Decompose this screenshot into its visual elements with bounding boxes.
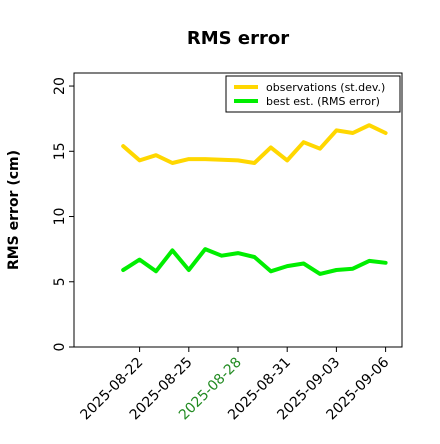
plot-frame <box>73 72 403 348</box>
y-axis-label: RMS error (cm) <box>6 150 22 270</box>
y-tick-label: 10 <box>52 208 68 226</box>
y-tick-label: 0 <box>52 343 68 352</box>
series-line-1 <box>121 123 388 165</box>
legend-entry-label: observations (st.dev.) <box>266 81 385 94</box>
y-tick-label: 5 <box>52 277 68 286</box>
y-tick-label: 20 <box>52 77 68 95</box>
chart-title: RMS error <box>187 28 289 49</box>
legend-box <box>225 75 401 113</box>
plot-area: 051015202025-08-222025-08-252025-08-2820… <box>52 72 403 423</box>
y-tick-label: 15 <box>52 142 68 160</box>
legend-entry-label: best est. (RMS error) <box>266 95 380 108</box>
series-line-2 <box>121 247 388 276</box>
